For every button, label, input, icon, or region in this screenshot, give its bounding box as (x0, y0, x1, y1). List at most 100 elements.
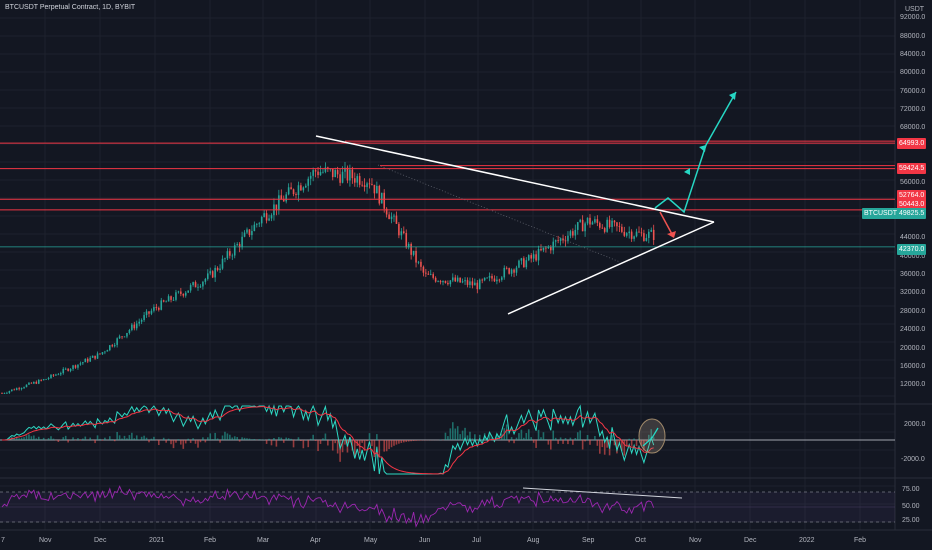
macd-histogram-bar (520, 429, 523, 440)
candles[interactable] (1, 161, 655, 394)
candle-body (569, 231, 572, 236)
macd-histogram-bar (628, 438, 630, 440)
price-axis-label: 16000.0 (900, 362, 926, 370)
candle-body (505, 267, 508, 269)
candle-body (113, 344, 116, 347)
trendline-upper[interactable] (315, 135, 715, 223)
trendline-lower[interactable] (507, 221, 715, 315)
projection-up-arrow[interactable] (654, 91, 737, 214)
candle-body (540, 248, 542, 251)
time-axis-label: Oct (635, 537, 646, 544)
candle-body (265, 213, 268, 221)
macd-histogram-bar (158, 440, 160, 446)
candle-body (378, 185, 381, 204)
candle-body (523, 258, 525, 268)
candle-body (525, 260, 528, 268)
price-tag[interactable]: 49825.5 (897, 208, 927, 219)
candle-body (589, 217, 591, 225)
macd-histogram-bar (648, 434, 650, 440)
candle-body (442, 280, 444, 283)
drawings[interactable] (315, 91, 737, 315)
candle-body (145, 311, 148, 316)
rsi-pane[interactable] (0, 485, 895, 528)
candle-body (371, 183, 373, 185)
macd-histogram-bar (513, 440, 515, 444)
macd-histogram-bar (344, 440, 346, 445)
candle-body (415, 250, 417, 263)
macd-histogram-bar (385, 440, 388, 452)
candle-body (591, 222, 594, 225)
macd-histogram-bar (562, 440, 564, 444)
candle-body (366, 183, 368, 188)
candle-body (204, 278, 207, 282)
macd-histogram-bar (216, 438, 219, 440)
candle-body (527, 255, 530, 261)
candle-body (11, 389, 13, 392)
macd-histogram-bar (72, 437, 74, 440)
candle-body (459, 277, 461, 283)
price-tag[interactable]: 42370.0 (897, 244, 927, 255)
price-tag[interactable]: 64993.0 (897, 138, 927, 149)
candle-body (285, 194, 287, 202)
candle-body (376, 185, 378, 194)
macd-histogram-bar (57, 440, 60, 443)
candle-body (74, 365, 77, 368)
macd-histogram-bar (64, 435, 67, 440)
macd-arrow[interactable] (642, 427, 659, 447)
rsi-divergence-line[interactable] (522, 487, 683, 499)
macd-histogram-bar (202, 437, 204, 440)
candle-body (280, 195, 283, 200)
candle-body (109, 345, 111, 351)
macd-histogram-bar (630, 440, 633, 446)
rsi-axis-label: 50.00 (902, 503, 920, 510)
macd-histogram-bar (109, 436, 111, 440)
projection-down-arrow[interactable] (659, 211, 674, 237)
macd-histogram-bar (180, 440, 182, 445)
macd-histogram-bar (13, 438, 16, 440)
level-lines[interactable] (0, 140, 895, 248)
price-tag[interactable]: 50443.0 (897, 199, 927, 210)
macd-histogram-bar (307, 440, 310, 448)
candle-body (30, 382, 33, 384)
macd-histogram-bar (540, 437, 542, 440)
candle-body (336, 170, 339, 175)
candle-body (221, 258, 224, 269)
candle-body (197, 286, 199, 288)
candle-body (542, 247, 545, 251)
candle-body (439, 281, 442, 283)
candle-body (106, 350, 109, 352)
candle-body (496, 279, 498, 282)
macd-histogram-bar (314, 440, 317, 441)
macd-histogram-bar (150, 438, 153, 440)
price-axis-label: 36000.0 (900, 271, 926, 279)
macd-histogram-bar (567, 440, 569, 445)
candle-body (481, 279, 483, 281)
price-axis-label: 12000.0 (900, 381, 926, 389)
candle-body (503, 267, 506, 278)
candle-body (417, 261, 420, 263)
candle-body (606, 219, 608, 232)
rsi-axis-label: 25.00 (902, 517, 920, 524)
price-tag[interactable]: 59424.5 (897, 163, 927, 174)
time-axis-label: Nov (39, 537, 52, 544)
candle-body (586, 217, 589, 224)
macd-histogram-bar (20, 437, 23, 440)
macd-histogram-bar (42, 437, 45, 440)
macd-histogram-bar (464, 427, 466, 440)
macd-histogram-bar (113, 440, 116, 442)
price-tag[interactable]: 52764.0 (897, 190, 927, 201)
candle-body (346, 167, 349, 181)
candle-body (464, 280, 466, 282)
candle-body (510, 269, 513, 274)
candle-body (290, 187, 292, 190)
candle-body (278, 195, 280, 210)
macd-pane[interactable] (0, 404, 895, 475)
candle-body (562, 238, 564, 241)
candle-body (194, 282, 197, 288)
macd-histogram-bar (603, 440, 606, 455)
highlight-circle[interactable] (638, 418, 666, 454)
candle-body (15, 388, 18, 391)
candle-body (351, 169, 354, 179)
candle-body (581, 219, 584, 232)
